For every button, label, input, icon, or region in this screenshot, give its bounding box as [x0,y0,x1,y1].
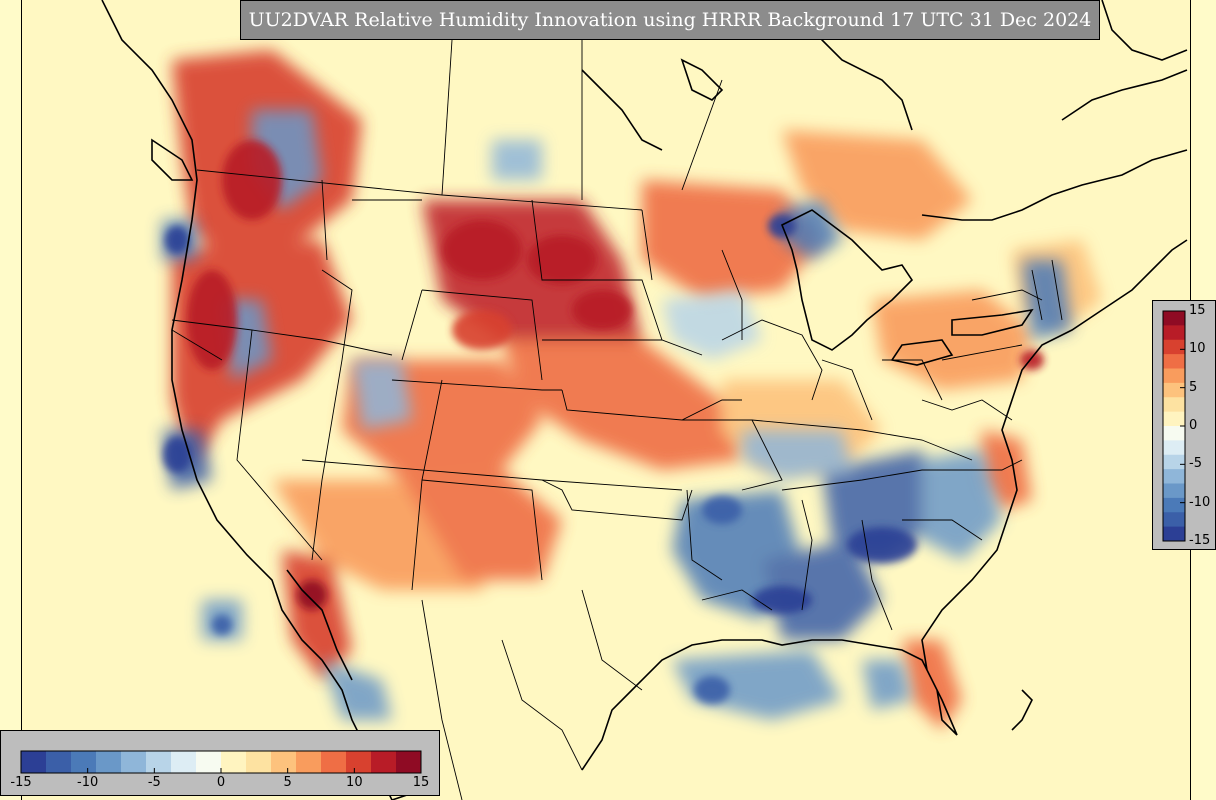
colorbar-swatch [1163,354,1185,369]
colorbar-tick-label: 0 [1189,418,1198,433]
colorbar-swatch [1163,368,1185,384]
colorbar-tick-label: 0 [216,775,226,790]
colorbar-swatch [1163,497,1185,513]
vertical-colorbar: 15 10 5 0 -5 -10 -15 [1152,300,1216,550]
strong-dry-cores [163,214,917,704]
map-panel [21,0,1191,800]
colorbar-tick-label: -5 [1189,456,1202,472]
colorbar-swatch [121,751,147,773]
colorbar-swatch [271,751,297,773]
colorbar-swatch [321,751,347,773]
colorbar-swatch [46,751,72,773]
colorbar-swatch [371,751,397,773]
colorbar-swatch [1163,339,1185,355]
colorbar-tick-label: -10 [77,775,99,790]
colorbar-swatch [1163,469,1185,484]
colorbar-tick-label: 5 [283,775,292,790]
colorbar-tick-label: -10 [1189,494,1211,510]
colorbar-swatch [1163,397,1185,413]
colorbar-swatch [296,751,322,773]
colorbar-tick-label: 10 [1189,341,1206,357]
colorbar-swatch [246,751,272,773]
colorbar-swatch [1163,325,1185,341]
state-borders [171,39,1063,800]
colorbar-tick-label: -15 [1189,533,1211,548]
colorbar-swatch [196,751,222,773]
colorbar-tick-label: -5 [147,775,161,790]
colorbar-swatch [1163,454,1185,470]
coastlines [101,0,1188,800]
colorbar-swatch [146,751,172,773]
colorbar-swatch [1163,426,1185,441]
colorbar-swatch [1163,512,1185,528]
map-title: UU2DVAR Relative Humidity Innovation usi… [240,0,1100,40]
horizontal-colorbar: -15 -10 -5 0 5 10 15 [0,730,440,796]
colorbar-swatch [1163,382,1185,398]
colorbar-swatch [71,751,97,773]
colorbar-swatch [346,751,372,773]
negative-innovation-field [162,110,1072,720]
colorbar-swatch [96,751,122,773]
colorbar-swatch [1163,440,1185,456]
colorbar-swatch [1163,411,1185,427]
colorbar-tick-label: -15 [10,775,32,790]
colorbar-tick-label: 15 [412,775,430,790]
colorbar-swatch [21,751,47,773]
colorbar-swatch [171,751,197,773]
colorbar-swatch [221,751,247,773]
colorbar-swatch [1163,483,1185,499]
colorbar-swatch [1163,311,1185,326]
colorbar-tick-label: 10 [346,775,363,790]
vertical-colorbar-ramp [1162,310,1186,542]
humidity-innovation-map [101,0,1188,800]
horizontal-colorbar-ramp [20,750,422,774]
strong-moisture-cores [187,140,1044,610]
colorbar-tick-label: 15 [1189,303,1206,318]
colorbar-swatch [1163,526,1185,542]
colorbar-tick-label: 5 [1189,379,1198,395]
colorbar-swatch [396,751,422,773]
